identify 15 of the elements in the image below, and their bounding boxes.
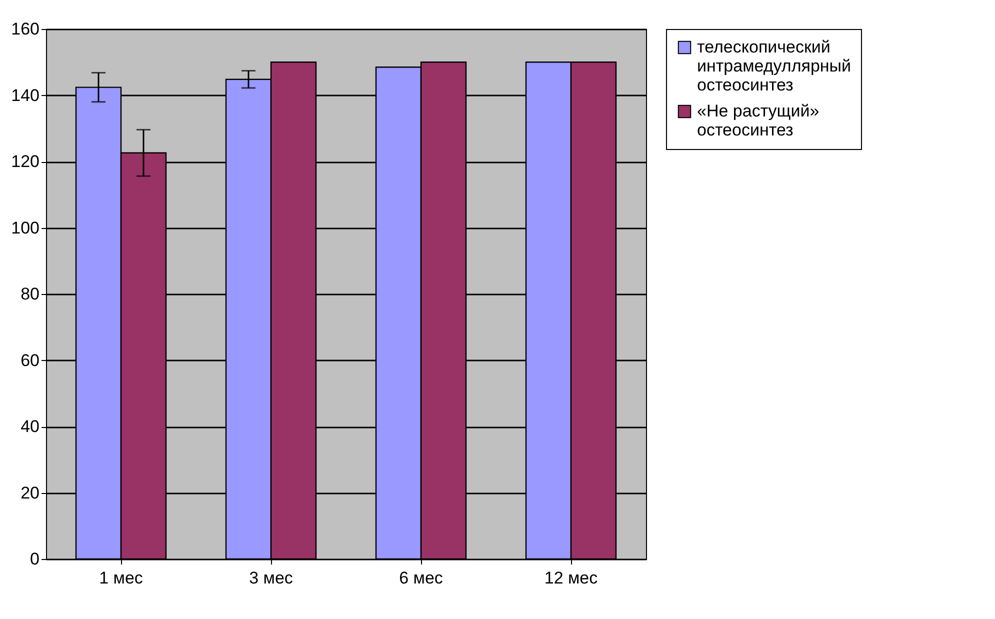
- x-tick-label: 12 мес: [544, 568, 598, 588]
- y-tick-label: 100: [11, 218, 40, 238]
- x-tick-label: 6 мес: [399, 568, 444, 588]
- y-tick-label: 120: [11, 152, 40, 171]
- legend-label: телескопический интрамедуллярный остеосинтез: [697, 38, 851, 94]
- y-tick-label: 60: [20, 350, 40, 370]
- y-tick-label: 160: [11, 20, 40, 38]
- y-tick-label: 0: [30, 550, 40, 568]
- y-tick-label: 140: [11, 86, 40, 105]
- x-tick-label: 1 мес: [99, 568, 144, 588]
- y-tick-label: 40: [20, 417, 40, 436]
- x-tick-label: 3 мес: [249, 568, 294, 588]
- legend-label: «Не растущий» остеосинтез: [697, 102, 820, 140]
- y-tick-label: 80: [20, 284, 40, 304]
- y-tick-label: 20: [20, 483, 40, 502]
